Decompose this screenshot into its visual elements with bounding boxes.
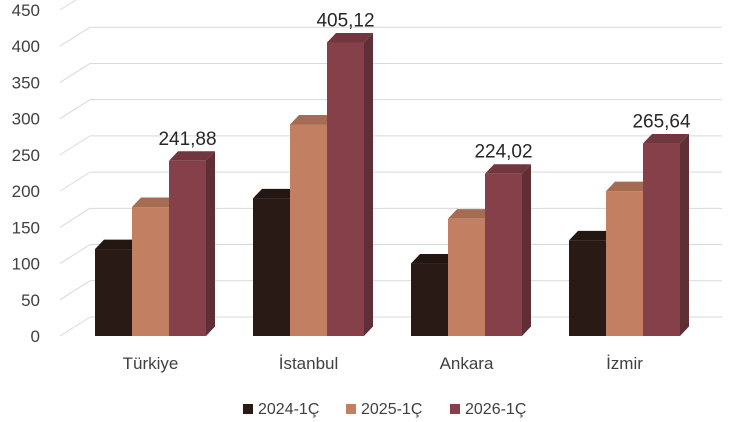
bar-front — [569, 240, 606, 336]
bar-front — [606, 191, 643, 336]
legend-label: 2026-1Ç — [465, 401, 526, 418]
bar-front — [485, 173, 522, 336]
y-tick-label: 400 — [12, 37, 40, 56]
gridline-depth — [59, 244, 91, 264]
legend-item: 2024-1Ç — [243, 401, 319, 418]
bar-front — [643, 143, 680, 336]
gridline-depth — [59, 207, 91, 228]
bar-front — [95, 249, 132, 336]
bar-top — [95, 239, 141, 250]
gridline-depth — [59, 280, 91, 301]
bar-top — [253, 188, 299, 199]
bar-top — [290, 114, 336, 125]
y-tick-label: 150 — [12, 218, 40, 237]
bar-front — [448, 218, 485, 336]
bar-side — [364, 33, 373, 337]
y-tick-label: 250 — [12, 146, 40, 165]
bar-2026-1Ç-İstanbul — [327, 33, 373, 337]
bar-front — [411, 263, 448, 336]
y-tick-label: 50 — [21, 291, 40, 310]
gridline-depth — [59, 63, 91, 83]
y-tick-label: 450 — [12, 1, 40, 20]
y-tick-label: 300 — [12, 110, 40, 129]
bar-top — [448, 209, 494, 219]
data-label: 224,02 — [474, 142, 532, 163]
y-tick-label: 200 — [12, 182, 40, 201]
gridline-depth — [59, 316, 91, 337]
bar-side — [522, 164, 531, 336]
bar-front — [290, 124, 327, 336]
bar-front — [327, 42, 364, 337]
y-tick-label: 0 — [31, 327, 40, 346]
data-label: 265,64 — [632, 112, 691, 133]
legend-item: 2025-1Ç — [346, 401, 422, 418]
gridline-depth — [59, 0, 77, 11]
bar-front — [132, 207, 169, 336]
legend-label: 2025-1Ç — [361, 401, 422, 418]
bar-top — [569, 230, 615, 241]
legend-label: 2024-1Ç — [258, 401, 319, 418]
bar-top — [485, 164, 531, 174]
gridline-depth — [59, 135, 91, 156]
bar-side — [680, 134, 689, 336]
x-axis-categories: Türkiye İstanbul Ankara İzmir — [123, 354, 644, 373]
data-label: 405,12 — [316, 11, 374, 32]
legend-swatch — [346, 404, 356, 414]
bar-top — [132, 197, 178, 208]
bar-2026-1Ç-Ankara — [485, 164, 531, 336]
legend-item: 2026-1Ç — [450, 401, 526, 418]
gridline-depth — [59, 99, 91, 120]
bars-layer — [95, 33, 689, 337]
x-category-label: Ankara — [440, 354, 494, 373]
y-axis-ticks: 0 50 100 150 200 250 300 350 400 450 — [12, 1, 40, 346]
bar-side — [206, 151, 215, 336]
x-category-label: İzmir — [606, 354, 643, 373]
legend-swatch — [243, 404, 253, 414]
bar-front — [253, 198, 290, 336]
gridline-depth — [59, 171, 91, 192]
bar-2026-1Ç-Türkiye — [169, 151, 215, 336]
x-category-label: İstanbul — [279, 354, 339, 373]
bar-top — [606, 181, 652, 192]
bar-top — [643, 134, 689, 144]
x-category-label: Türkiye — [123, 354, 179, 373]
bar-top — [411, 254, 457, 264]
y-tick-label: 100 — [12, 255, 40, 274]
legend-swatch — [450, 404, 460, 414]
data-labels-layer: 241,88 405,12 224,02 265,64 — [158, 11, 691, 163]
data-label: 241,88 — [158, 129, 216, 150]
bar-top — [327, 33, 373, 43]
bar-front — [169, 160, 206, 336]
y-tick-label: 350 — [12, 73, 40, 92]
bar-top — [169, 151, 215, 161]
gridline-depth — [59, 26, 91, 47]
bar-2026-1Ç-İzmir — [643, 134, 689, 336]
legend: 2024-1Ç 2025-1Ç 2026-1Ç — [243, 401, 526, 418]
